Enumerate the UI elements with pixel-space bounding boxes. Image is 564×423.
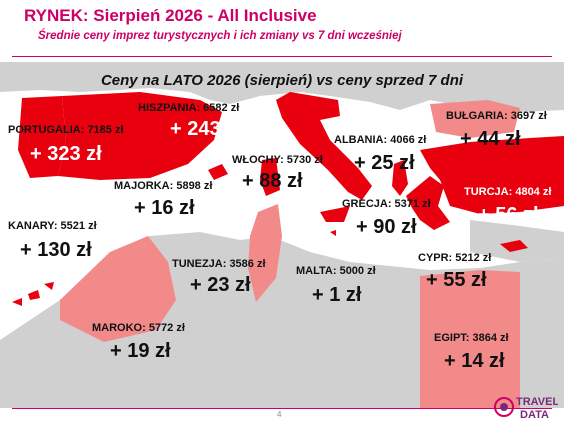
change-portugalia: + 323 zł xyxy=(30,143,102,165)
label-bulgaria: BUŁGARIA: 3697 zł xyxy=(446,110,547,122)
change-maroko: + 19 zł xyxy=(110,340,171,362)
header-divider xyxy=(12,56,552,57)
region-portugalia xyxy=(18,96,66,178)
region-albania xyxy=(392,160,408,196)
label-maroko: MAROKO: 5772 zł xyxy=(92,322,185,334)
label-hiszpania: HISZPANIA: 6582 zł xyxy=(138,102,240,114)
region-sycylia xyxy=(320,206,350,222)
label-turcja: TURCJA: 4804 zł xyxy=(464,186,552,198)
region-kanary-1 xyxy=(12,298,22,306)
region-wlochy xyxy=(276,92,372,200)
land-europe-north xyxy=(0,62,564,112)
label-wlochy: WŁOCHY: 5730 zł xyxy=(232,154,323,166)
change-turcja: + 56 zł xyxy=(478,204,539,226)
region-bulgaria xyxy=(430,100,520,138)
region-maroko xyxy=(60,236,176,342)
change-tunezja: + 23 zł xyxy=(190,274,251,296)
logo-text-bottom: DATA xyxy=(520,409,549,421)
region-kanary-2 xyxy=(28,290,40,300)
change-wlochy: + 88 zł xyxy=(242,170,303,192)
region-tunezja xyxy=(248,204,282,302)
label-kanary: KANARY: 5521 zł xyxy=(8,220,97,232)
page-title: RYNEK: Sierpień 2026 - All Inclusive xyxy=(24,6,317,25)
change-cypr: + 55 zł xyxy=(426,269,487,291)
label-majorka: MAJORKA: 5898 zł xyxy=(114,180,213,192)
label-egipt: EGIPT: 3864 zł xyxy=(434,332,509,344)
region-turcja xyxy=(420,136,564,214)
map-title: Ceny na LATO 2026 (sierpień) vs ceny spr… xyxy=(100,72,464,89)
change-grecja: + 90 zł xyxy=(356,216,417,238)
label-grecja: GRECJA: 5371 zł xyxy=(342,198,431,210)
label-malta: MALTA: 5000 zł xyxy=(296,265,376,277)
region-kanary-3 xyxy=(44,282,54,290)
travel-data-logo: TRAVEL DATA xyxy=(494,396,558,421)
region-grecja xyxy=(406,176,450,230)
change-egipt: + 14 zł xyxy=(444,350,505,372)
label-cypr: CYPR: 5212 zł xyxy=(418,252,492,264)
mediterranean-map xyxy=(0,62,564,408)
change-bulgaria: + 44 zł xyxy=(460,128,521,150)
change-kanary: + 130 zł xyxy=(20,239,92,261)
label-albania: ALBANIA: 4066 zł xyxy=(334,134,427,146)
region-majorka xyxy=(208,164,228,180)
page-subtitle: Średnie ceny imprez turystycznych i ich … xyxy=(38,30,402,42)
change-hiszpania: + 243 zł xyxy=(170,118,242,140)
change-majorka: + 16 zł xyxy=(134,197,195,219)
region-malta xyxy=(330,230,336,236)
region-sardynia xyxy=(260,158,280,196)
label-portugalia: PORTUGALIA: 7185 zł xyxy=(8,124,124,136)
region-hiszpania xyxy=(58,92,222,180)
footer-divider xyxy=(12,408,552,409)
region-egipt xyxy=(420,270,520,408)
change-albania: + 25 zł xyxy=(354,152,415,174)
change-malta: + 1 zł xyxy=(312,284,362,306)
label-tunezja: TUNEZJA: 3586 zł xyxy=(172,258,266,270)
page-number: 4 xyxy=(277,410,282,419)
region-cypr xyxy=(500,240,528,252)
logo-text-top: TRAVEL xyxy=(516,396,558,408)
